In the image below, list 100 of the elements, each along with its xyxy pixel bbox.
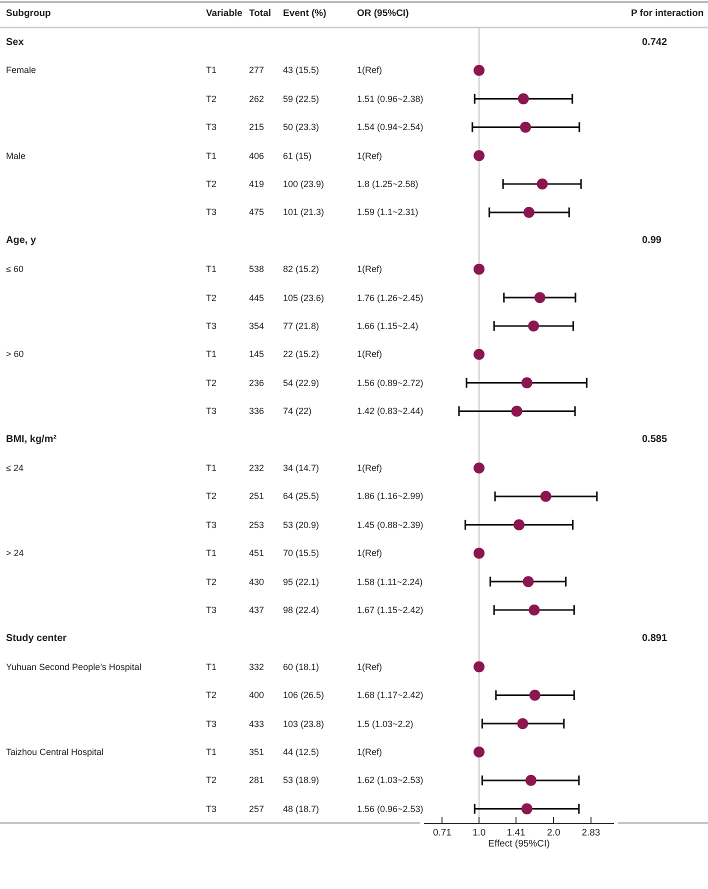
point: [474, 264, 485, 275]
category-label: 253: [249, 520, 264, 530]
x-tick-label: 2.0: [547, 827, 560, 838]
category-label: 538: [249, 264, 264, 274]
point: [474, 348, 485, 360]
category-label: BMI, kg/m²: [6, 434, 58, 445]
category-label: T3: [206, 122, 217, 132]
category-label: T1: [206, 463, 217, 473]
category-label: 50 (23.3): [283, 122, 320, 132]
category-label: T1: [206, 264, 217, 274]
category-label: 0.99: [642, 235, 662, 246]
category-label: 77 (21.8): [283, 321, 320, 331]
category-label: 1.5 (1.03~2.2): [357, 719, 414, 729]
category-label: T2: [206, 491, 217, 501]
category-label: 98 (22.4): [283, 605, 320, 615]
text: OR (95%CI): [357, 8, 409, 19]
point: [474, 548, 485, 559]
category-label: T2: [206, 577, 217, 587]
text: Variable: [206, 8, 242, 19]
category-label: 236: [249, 378, 264, 388]
category-label: T3: [206, 520, 217, 530]
category-label: 54 (22.9): [283, 378, 320, 388]
category-label: > 24: [6, 548, 24, 558]
category-label: 43 (15.5): [283, 65, 320, 75]
x-tick-label: 2.83: [582, 827, 600, 838]
category-label: 1(Ref): [357, 65, 382, 75]
x-tick-label: 1.0: [472, 827, 486, 838]
category-label: 277: [249, 65, 264, 75]
category-label: 34 (14.7): [283, 463, 320, 473]
point: [521, 803, 532, 814]
point: [474, 64, 485, 76]
category-label: Age, y: [6, 235, 36, 246]
category-label: T1: [206, 747, 217, 757]
category-label: 336: [249, 406, 264, 416]
category-label: 332: [249, 662, 264, 672]
category-label: 262: [249, 94, 264, 104]
category-label: 101 (21.3): [283, 207, 324, 217]
point: [525, 774, 536, 786]
category-label: 1(Ref): [357, 151, 382, 161]
point: [474, 661, 485, 672]
category-label: 145: [249, 349, 264, 359]
category-label: 281: [249, 775, 264, 785]
category-label: ≤ 60: [6, 264, 24, 274]
category-label: T1: [206, 151, 217, 161]
category-label: 60 (18.1): [283, 662, 320, 672]
category-label: 22 (15.2): [283, 349, 320, 359]
category-label: 1.66 (1.15~2.4): [357, 321, 418, 331]
category-label: > 60: [6, 349, 24, 359]
category-label: T1: [206, 662, 217, 672]
category-label: 105 (23.6): [283, 293, 324, 303]
category-label: T2: [206, 378, 217, 388]
category-label: 433: [249, 719, 264, 729]
point: [522, 576, 534, 588]
category-label: 70 (15.5): [283, 548, 320, 558]
point: [520, 122, 531, 133]
x-tick-label: 1.41: [506, 827, 526, 838]
category-label: T2: [206, 293, 217, 303]
category-label: 1.56 (0.89~2.72): [357, 378, 424, 388]
category-label: 1.58 (1.11~2.24): [357, 577, 423, 587]
category-label: 475: [249, 207, 264, 217]
category-label: T1: [206, 65, 217, 75]
category-label: 354: [249, 321, 264, 331]
category-label: 53 (18.9): [283, 775, 320, 785]
category-label: T3: [206, 605, 217, 615]
category-label: 257: [249, 804, 264, 814]
category-label: T3: [206, 406, 217, 416]
point: [474, 462, 485, 474]
category-label: 1.56 (0.96~2.53): [357, 804, 424, 814]
category-label: T3: [206, 719, 217, 729]
category-label: 451: [249, 548, 264, 558]
category-label: 100 (23.9): [283, 179, 324, 189]
category-label: Female: [6, 65, 36, 75]
category-label: 1(Ref): [357, 548, 382, 558]
category-label: 74 (22): [283, 406, 312, 416]
category-label: ≤ 24: [6, 463, 24, 473]
category-label: Yuhuan Second People’s Hospital: [6, 662, 142, 672]
category-label: 0.742: [642, 37, 668, 48]
category-label: 1.54 (0.94~2.54): [357, 122, 424, 132]
category-label: T2: [206, 690, 217, 700]
text: Event (%): [283, 8, 326, 19]
text: Subgroup: [6, 8, 52, 19]
point: [528, 320, 540, 332]
category-label: 44 (12.5): [283, 747, 320, 757]
category-label: 1.8 (1.25~2.58): [357, 179, 418, 189]
category-label: 251: [249, 491, 264, 501]
category-label: 406: [249, 151, 264, 161]
category-label: 1.45 (0.88~2.39): [357, 520, 424, 530]
category-label: 1.67 (1.15~2.42): [357, 605, 424, 615]
category-label: Male: [6, 151, 26, 161]
category-label: T1: [206, 349, 217, 359]
category-label: 1.42 (0.83~2.44): [357, 406, 424, 416]
category-label: 400: [249, 690, 264, 700]
category-label: T3: [206, 321, 217, 331]
category-label: 103 (23.8): [283, 719, 324, 729]
category-label: T2: [206, 179, 217, 189]
category-label: 48 (18.7): [283, 804, 320, 814]
category-label: 95 (22.1): [283, 577, 320, 587]
category-label: 1.76 (1.26~2.45): [357, 293, 424, 303]
point: [518, 93, 529, 104]
category-label: 0.891: [642, 633, 668, 644]
